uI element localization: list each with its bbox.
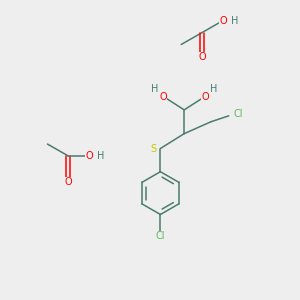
Text: O: O [64,177,72,187]
Text: H: H [210,84,218,94]
Text: Cl: Cl [233,109,243,119]
Text: O: O [160,92,167,101]
Text: O: O [85,151,93,161]
Text: O: O [198,52,206,62]
Text: S: S [151,143,157,154]
Text: Cl: Cl [156,231,165,241]
Text: O: O [219,16,226,26]
Text: H: H [151,84,158,94]
Text: H: H [97,151,105,161]
Text: H: H [231,16,238,26]
Text: O: O [201,92,209,101]
